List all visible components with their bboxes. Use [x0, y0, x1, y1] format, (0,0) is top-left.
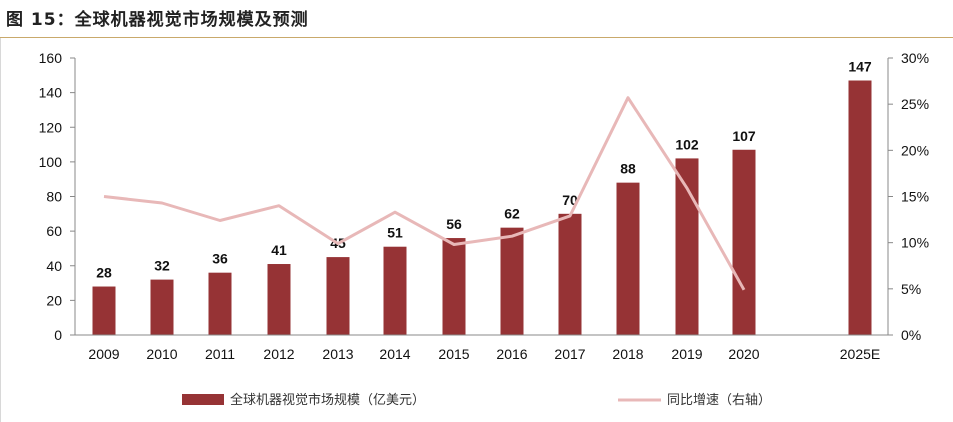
x-tick-label-2018: 2018 [612, 346, 643, 362]
y-left-tick-label: 120 [39, 119, 63, 135]
y-right-tick-label: 0% [901, 327, 921, 343]
x-tick-label-2019: 2019 [671, 346, 702, 362]
y-right-tick-label: 25% [901, 96, 929, 112]
legend-label-line: 同比增速（右轴） [667, 393, 771, 408]
x-tick-label-2016: 2016 [496, 346, 527, 362]
bar-2020 [732, 149, 756, 335]
y-right-tick-label: 15% [901, 189, 929, 205]
bar-value-label-2020: 107 [732, 128, 756, 144]
left-divider [0, 38, 1, 422]
y-left-tick-label: 100 [39, 154, 63, 170]
y-left-tick-label: 80 [46, 189, 62, 205]
legend-label-bar: 全球机器视觉市场规模（亿美元） [230, 392, 425, 408]
x-axis: 2009 2010 2011 2012 2013 2014 2015 2016 2017 2018… [75, 334, 888, 362]
bar-value-label-2018: 88 [620, 161, 636, 177]
x-tick-label-2011: 2011 [205, 346, 235, 362]
y-left-tick-label: 60 [46, 223, 62, 239]
legend: 全球机器视觉市场规模（亿美元） 同比增速（右轴） [182, 392, 771, 408]
bar-2015 [442, 238, 466, 335]
x-tick-label-2012: 2012 [263, 346, 294, 362]
y-left-tick-label: 40 [46, 258, 62, 274]
y-left-tick-label: 140 [39, 85, 63, 101]
y-axis-left: 0 20 40 60 80 100 120 140 160 [39, 50, 76, 343]
x-tick-label-2009: 2009 [88, 346, 119, 362]
bar-2017 [558, 213, 582, 335]
bar-value-label-2010: 32 [154, 258, 170, 274]
title-divider [0, 37, 953, 38]
x-tick-label-2020: 2020 [728, 346, 759, 362]
y-left-tick-label: 0 [54, 327, 62, 343]
x-tick-label-2015: 2015 [438, 346, 469, 362]
bar-2018 [616, 182, 640, 335]
y-axis-right: 0% 5% 10% 15% 20% 25% 30% [887, 50, 929, 343]
bar-value-label-2011: 36 [212, 251, 228, 267]
bar-2013 [326, 257, 350, 335]
y-left-tick-label: 20 [46, 292, 62, 308]
growth-line-series [103, 96, 746, 291]
x-tick-label-2025E: 2025E [840, 346, 880, 362]
bar-2014 [383, 246, 407, 335]
figure-title: 图 15：全球机器视觉市场规模及预测 [6, 10, 309, 30]
y-right-tick-label: 30% [901, 50, 929, 66]
bar-2019 [675, 158, 699, 335]
bar-value-label-2012: 41 [271, 242, 287, 258]
growth-line [103, 96, 746, 291]
bar-2016 [500, 227, 524, 335]
legend-swatch-bar [182, 394, 224, 405]
bar-value-label-2025E: 147 [848, 59, 872, 75]
y-right-tick-label: 10% [901, 235, 929, 251]
bar-2025E [848, 80, 872, 335]
x-tick-label-2010: 2010 [146, 346, 177, 362]
bar-2009 [92, 286, 116, 335]
bar-value-label-2016: 62 [504, 206, 520, 222]
y-right-tick-label: 20% [901, 142, 929, 158]
y-left-tick-label: 160 [39, 50, 63, 66]
bar-2012 [267, 264, 291, 335]
x-tick-label-2014: 2014 [379, 346, 410, 362]
bar-2011 [208, 272, 232, 335]
bar-value-label-2009: 28 [96, 265, 112, 281]
bar-value-label-2014: 51 [387, 225, 403, 241]
y-right-tick-label: 5% [901, 281, 921, 297]
bar-value-label-2017: 70 [562, 192, 578, 208]
bar-value-label-2019: 102 [675, 136, 699, 152]
bar-2010 [150, 279, 174, 335]
bar-value-label-2015: 56 [446, 216, 462, 232]
x-tick-label-2017: 2017 [554, 346, 585, 362]
x-tick-label-2013: 2013 [322, 346, 353, 362]
bar-series [92, 80, 872, 335]
